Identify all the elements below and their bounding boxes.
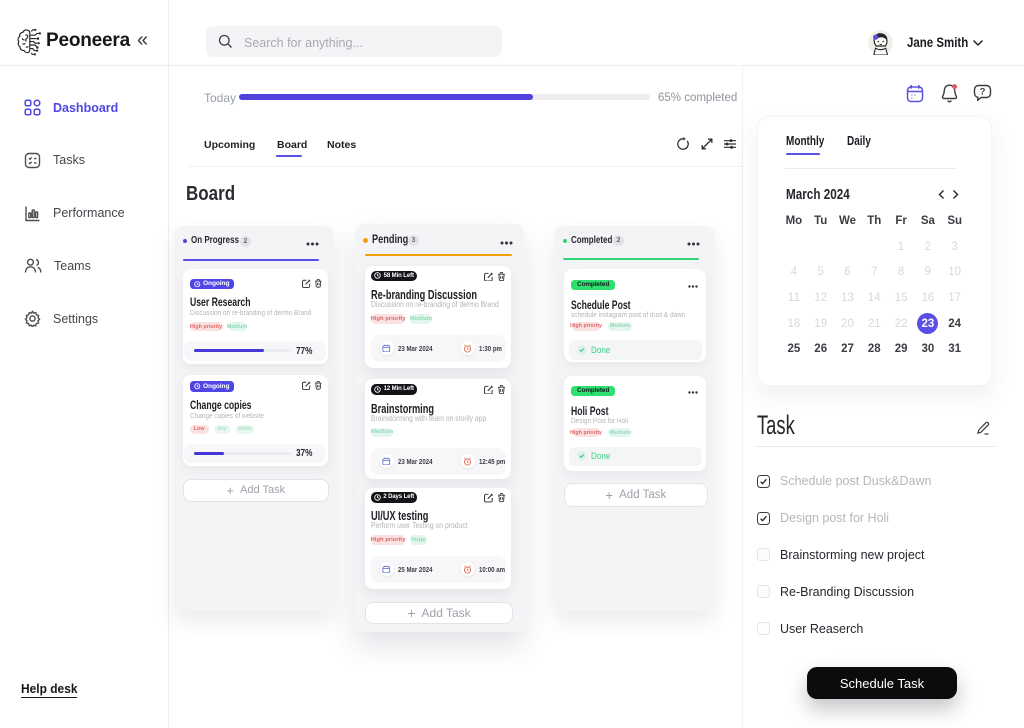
svg-text:?: ? — [980, 87, 986, 98]
